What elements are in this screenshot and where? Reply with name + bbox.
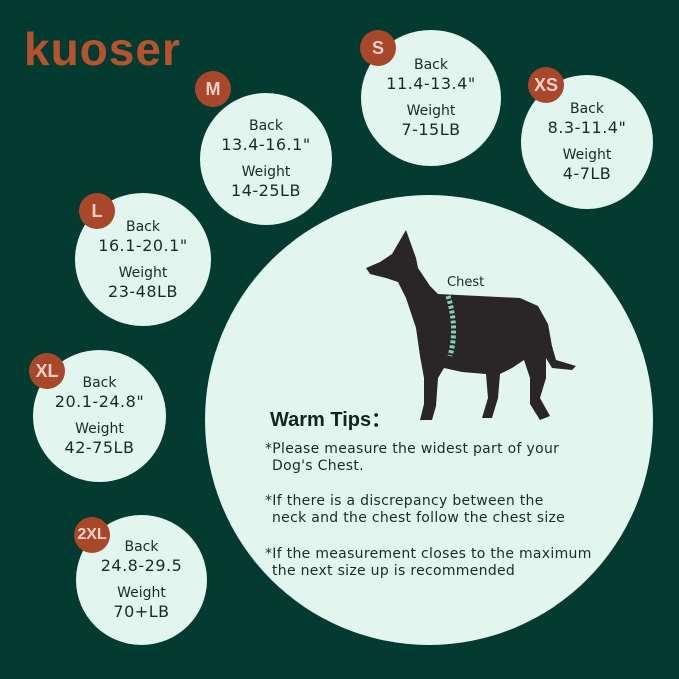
weight-value: 7-15LB (401, 120, 461, 139)
size-badge-m: M (195, 71, 231, 107)
back-label: Back (82, 375, 117, 391)
weight-label: Weight (75, 421, 124, 437)
tip-line: Dog's Chest. (272, 458, 364, 474)
weight-label: Weight (117, 585, 166, 601)
tip-1: *Please measure the widest part of your … (265, 441, 559, 475)
tip-line: the next size up is recommended (272, 563, 516, 579)
back-value: 16.1-20.1" (98, 235, 188, 255)
back-label: Back (414, 57, 448, 73)
weight-value: 70+LB (113, 602, 170, 621)
size-badge-xl: XL (29, 353, 65, 389)
tip-3: *If the measurement closes to the maximu… (265, 546, 592, 580)
size-badge-2xl: 2XL (74, 517, 110, 553)
back-label: Back (124, 539, 159, 555)
size-card-m: Back 13.4-16.1" Weight 14-25LB (200, 93, 332, 225)
back-value: 11.4-13.4" (386, 74, 476, 93)
weight-label: Weight (406, 103, 456, 119)
dog-silhouette-icon (366, 230, 576, 420)
tip-line: *Please measure the widest part of your (265, 441, 560, 457)
weight-value: 14-25LB (231, 181, 301, 200)
back-value: 8.3-11.4" (547, 118, 627, 137)
size-badge-s: S (360, 30, 396, 66)
weight-value: 23-48LB (108, 281, 178, 301)
weight-label: Weight (241, 164, 291, 180)
brand-logo: kuoser (24, 23, 181, 75)
chest-label: Chest (447, 275, 485, 290)
tip-line: *If the measurement closes to the maximu… (265, 546, 592, 562)
back-value: 24.8-29.5 (100, 556, 183, 575)
tip-line: *If there is a discrepancy between the (265, 493, 544, 509)
weight-value: 42-75LB (64, 438, 135, 457)
back-label: Back (249, 118, 283, 134)
weight-value: 4-7LB (562, 164, 612, 183)
back-label: Back (570, 101, 604, 117)
size-badge-l: L (79, 193, 115, 229)
size-badge-xs: XS (528, 67, 564, 103)
back-value: 13.4-16.1" (221, 135, 311, 154)
back-value: 20.1-24.8" (54, 392, 145, 411)
weight-label: Weight (118, 264, 168, 281)
back-label: Back (126, 218, 160, 235)
weight-label: Weight (562, 147, 612, 163)
tips-title: Warm Tips： (270, 409, 392, 431)
tip-line: neck and the chest follow the chest size (272, 510, 566, 526)
tip-2: *If there is a discrepancy between the n… (265, 493, 565, 527)
